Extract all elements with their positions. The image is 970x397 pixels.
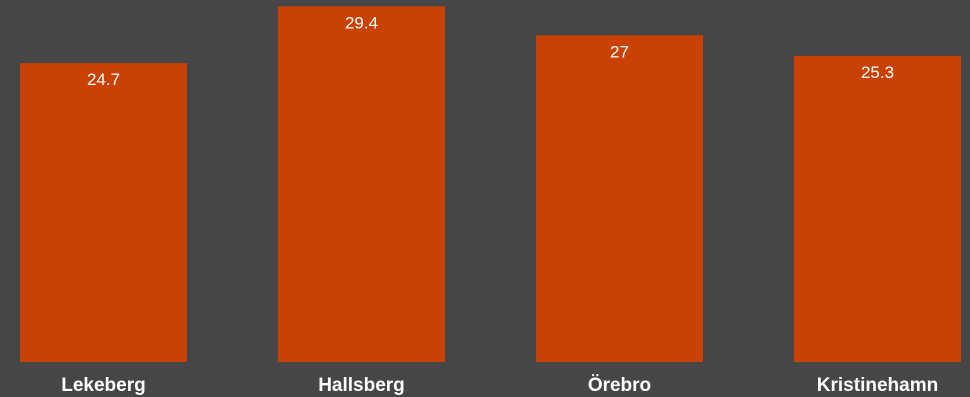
bar-hallsberg (278, 6, 445, 362)
category-label-kristinehamn: Kristinehamn (817, 375, 938, 396)
bar-örebro (536, 35, 703, 363)
bar-lekeberg (20, 63, 187, 362)
value-labels-group: 24.7 29.4 27 25.3 (87, 13, 894, 89)
data-label-örebro: 27 (610, 42, 629, 61)
category-label-lekeberg: Lekeberg (61, 375, 145, 396)
data-label-hallsberg: 29.4 (345, 13, 378, 32)
data-label-kristinehamn: 25.3 (861, 63, 894, 82)
category-label-örebro: Örebro (588, 375, 651, 396)
bar-kristinehamn (794, 55, 961, 363)
data-label-lekeberg: 24.7 (87, 70, 120, 89)
category-label-hallsberg: Hallsberg (318, 375, 405, 396)
bars-group (20, 6, 961, 363)
category-labels-group: Lekeberg Hallsberg Örebro Kristinehamn (61, 375, 938, 396)
